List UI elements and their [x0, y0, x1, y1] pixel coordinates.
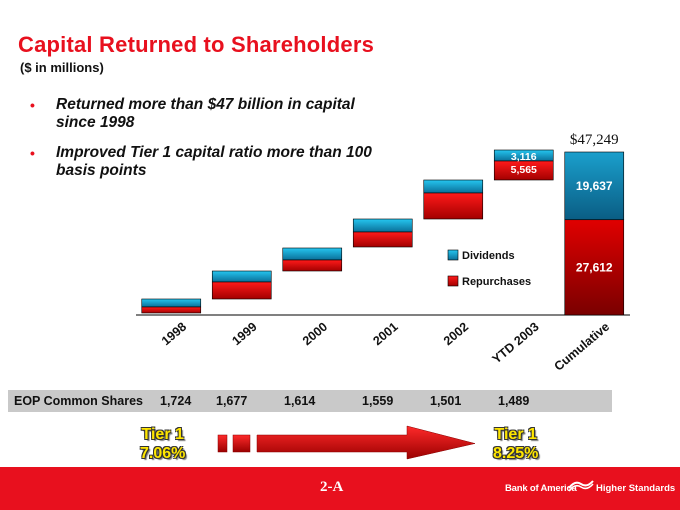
- tier1-end-value: 8.25%: [493, 445, 539, 462]
- bar-dividends: [282, 247, 343, 261]
- tier1-end: Tier 1 8.25%: [493, 425, 538, 463]
- x-tick-label: 1998: [159, 320, 189, 349]
- eop-label: EOP Common Shares: [14, 394, 143, 408]
- bar-repurchases: [282, 259, 343, 272]
- data-label-dividends: 19,637: [576, 179, 613, 193]
- page-subtitle: ($ in millions): [20, 60, 104, 75]
- eop-value: 1,489: [498, 394, 530, 408]
- bar-repurchases: [352, 231, 413, 248]
- x-tick-label: 1999: [229, 320, 259, 349]
- eop-value: 1,724: [160, 394, 192, 408]
- bar-dividends: [141, 298, 202, 308]
- x-tick-label: 2002: [441, 320, 471, 349]
- tier1-start-label: Tier 1: [141, 426, 184, 443]
- bar-dividends: [564, 151, 625, 221]
- bar-dividends: [352, 218, 413, 233]
- eop-value: 1,677: [216, 394, 248, 408]
- brand-logo: Bank of America: [505, 483, 577, 494]
- flag-logo-icon: [568, 480, 594, 492]
- tier1-progress-arrow: [217, 425, 476, 460]
- bullet-item: • Returned more than $47 billion in capi…: [30, 96, 390, 132]
- data-label-repurchases: 5,565: [511, 164, 537, 176]
- page-number: 2-A: [320, 479, 344, 495]
- bullet-marker: •: [30, 97, 35, 113]
- data-label-repurchases: 27,612: [576, 261, 613, 275]
- x-tick-label: YTD 2003: [490, 320, 542, 367]
- bullet-text: Returned more than $47 billion in capita…: [56, 96, 355, 131]
- data-label-dividends: 3,116: [511, 151, 537, 163]
- legend-dividends-label: Dividends: [462, 250, 515, 262]
- x-tick-label: 2000: [300, 320, 330, 349]
- bar-repurchases: [141, 306, 202, 314]
- eop-value: 1,501: [430, 394, 462, 408]
- legend-dividends-swatch: [447, 249, 459, 261]
- bar-dividends: [423, 179, 484, 194]
- bullet-text: Improved Tier 1 capital ratio more than …: [56, 144, 372, 179]
- legend-repurchases-swatch: [447, 275, 459, 287]
- eop-value: 1,559: [362, 394, 394, 408]
- bar-repurchases: [493, 160, 554, 181]
- tier1-start-value: 7.06%: [140, 445, 186, 462]
- page-title: Capital Returned to Shareholders: [18, 32, 375, 57]
- bullet-marker: •: [30, 145, 35, 161]
- brand-tagline: Higher Standards: [596, 483, 676, 494]
- x-tick-label: 2001: [370, 320, 400, 349]
- eop-common-shares-row: EOP Common Shares 1,724 1,677 1,614 1,55…: [8, 390, 612, 412]
- bar-repurchases: [564, 219, 625, 316]
- tier1-end-label: Tier 1: [494, 426, 537, 443]
- bar-dividends: [211, 270, 272, 283]
- total-label: $47,249: [570, 132, 619, 148]
- bullet-list: • Returned more than $47 billion in capi…: [30, 96, 390, 192]
- bullet-item: • Improved Tier 1 capital ratio more tha…: [30, 144, 390, 180]
- bar-repurchases: [423, 192, 484, 220]
- legend-repurchases-label: Repurchases: [462, 276, 531, 288]
- bar-repurchases: [211, 281, 272, 300]
- tier1-start: Tier 1 7.06%: [140, 425, 185, 463]
- eop-value: 1,614: [284, 394, 316, 408]
- footer-bar: 2-A Bank of America Higher Standards: [0, 467, 680, 510]
- x-tick-label: Cumulative: [552, 320, 613, 374]
